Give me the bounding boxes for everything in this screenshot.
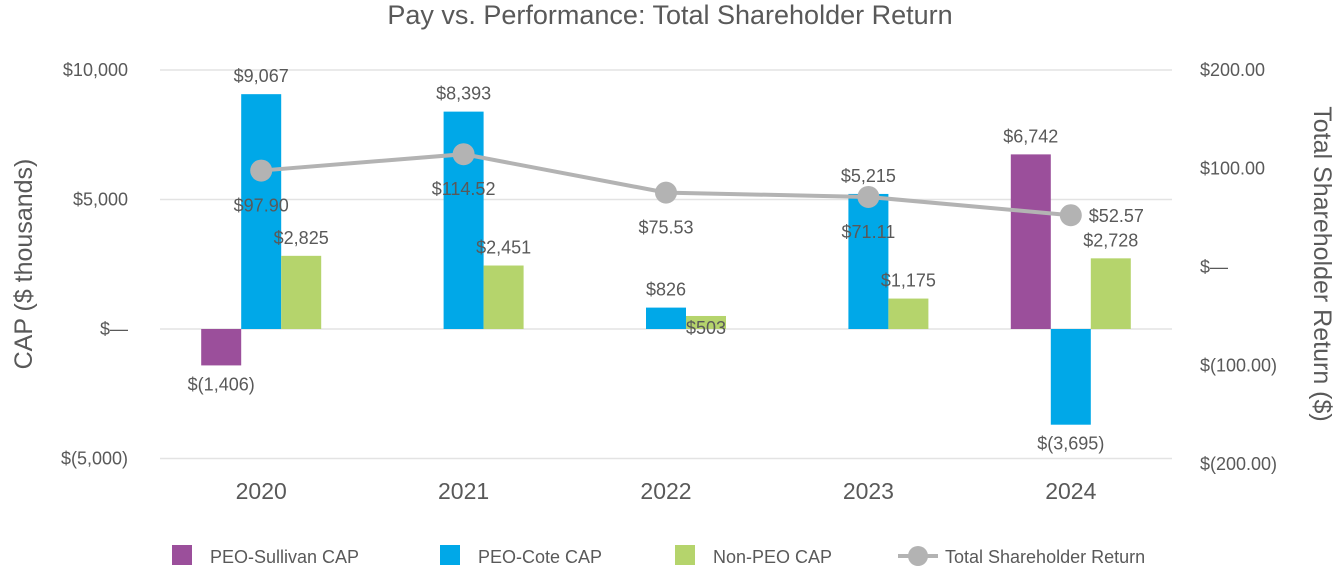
tsr-data-label: $52.57 <box>1089 206 1144 226</box>
bar-non-peo-cap <box>281 255 322 329</box>
legend-item: Total Shareholder Return <box>898 546 1145 567</box>
y-tick-label: $— <box>100 319 128 339</box>
bars <box>201 94 1131 425</box>
x-tick-label: 2024 <box>1045 478 1096 504</box>
bar-data-label: $2,825 <box>274 228 329 248</box>
bar-data-label: $6,742 <box>1003 126 1058 146</box>
bar-peo-sullivan-cap <box>201 329 242 366</box>
bar-data-label: $8,393 <box>436 84 491 104</box>
bar-data-label: $826 <box>646 280 686 300</box>
legend-label: PEO-Cote CAP <box>478 547 602 567</box>
bar-peo-cote-cap <box>1050 329 1091 425</box>
legend-marker <box>908 546 928 566</box>
tsr-point <box>1059 204 1082 227</box>
legend-label: Non-PEO CAP <box>713 547 832 567</box>
tsr-point <box>857 185 880 208</box>
legend-swatch <box>172 545 192 565</box>
legend-swatch <box>440 545 460 565</box>
legend: PEO-Sullivan CAP PEO-Cote CAP Non-PEO CAP T… <box>172 545 1145 567</box>
y2-tick-label: $(200.00) <box>1200 454 1277 474</box>
x-tick-label: 2021 <box>438 478 489 504</box>
tsr-point <box>452 143 475 166</box>
axes: $10,000 $5,000 $— $(5,000) $200.00 $100.00 $— $… <box>61 60 1277 504</box>
legend-label: PEO-Sullivan CAP <box>210 547 359 567</box>
legend-item: PEO-Cote CAP <box>440 545 602 567</box>
bar-non-peo-cap <box>888 298 929 329</box>
y2-tick-label: $100.00 <box>1200 159 1265 179</box>
y-axis-title: CAP ($ thousands) <box>10 159 38 370</box>
x-tick-label: 2022 <box>640 478 691 504</box>
bar-data-label: $2,728 <box>1083 230 1138 250</box>
legend-label: Total Shareholder Return <box>945 547 1145 567</box>
y2-axis-title: Total Shareholder Return ($) <box>1308 106 1336 421</box>
y2-tick-label: $— <box>1200 257 1228 277</box>
y2-tick-label: $(100.00) <box>1200 356 1277 376</box>
x-tick-label: 2023 <box>843 478 894 504</box>
bar-data-label: $(1,406) <box>188 374 255 394</box>
bar-peo-cote-cap <box>646 307 686 329</box>
x-tick-label: 2020 <box>236 478 287 504</box>
y-tick-label: $10,000 <box>63 60 128 80</box>
legend-item: PEO-Sullivan CAP <box>172 545 359 567</box>
bar-non-peo-cap <box>1090 258 1131 329</box>
bar-peo-cote-cap <box>241 94 282 329</box>
bar-peo-cote-cap <box>848 193 889 329</box>
bar-data-label: $9,067 <box>234 66 289 86</box>
tsr-line <box>250 143 1082 227</box>
chart-title: Pay vs. Performance: Total Shareholder R… <box>387 0 952 30</box>
tsr-data-label: $75.53 <box>638 218 693 238</box>
y-tick-label: $(5,000) <box>61 449 128 469</box>
bar-data-label: $2,451 <box>476 238 531 258</box>
y2-tick-label: $200.00 <box>1200 60 1265 80</box>
y-tick-label: $5,000 <box>73 190 128 210</box>
data-labels: $(1,406) $6,742 $9,067 $8,393 $826 $5,215 $(3,… <box>188 66 1144 454</box>
tsr-data-label: $114.52 <box>432 179 496 199</box>
legend-item: Non-PEO CAP <box>675 545 832 567</box>
tsr-data-label: $71.11 <box>842 222 896 242</box>
bar-data-label: $503 <box>686 318 726 338</box>
bar-peo-sullivan-cap <box>1010 154 1051 329</box>
tsr-point <box>250 159 273 182</box>
bar-data-label: $5,215 <box>841 166 896 186</box>
tsr-data-label: $97.90 <box>234 196 289 216</box>
bar-data-label: $(3,695) <box>1037 434 1104 454</box>
tsr-point <box>655 181 677 204</box>
bar-non-peo-cap <box>686 315 726 329</box>
bar-data-label: $1,175 <box>881 271 936 291</box>
bar-non-peo-cap <box>483 265 524 329</box>
legend-swatch <box>675 545 695 565</box>
